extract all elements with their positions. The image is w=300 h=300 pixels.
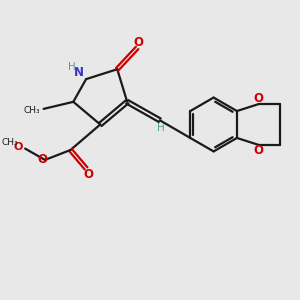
- Text: O: O: [134, 36, 143, 50]
- Text: O: O: [14, 142, 23, 152]
- Text: CH₃: CH₃: [1, 138, 18, 147]
- Text: O: O: [254, 92, 263, 105]
- Text: O: O: [37, 153, 47, 166]
- Text: O: O: [83, 168, 93, 181]
- Text: O: O: [254, 144, 263, 157]
- Text: N: N: [74, 66, 84, 80]
- Text: H: H: [68, 62, 76, 72]
- Text: CH₃: CH₃: [24, 106, 40, 116]
- Text: H: H: [157, 123, 165, 133]
